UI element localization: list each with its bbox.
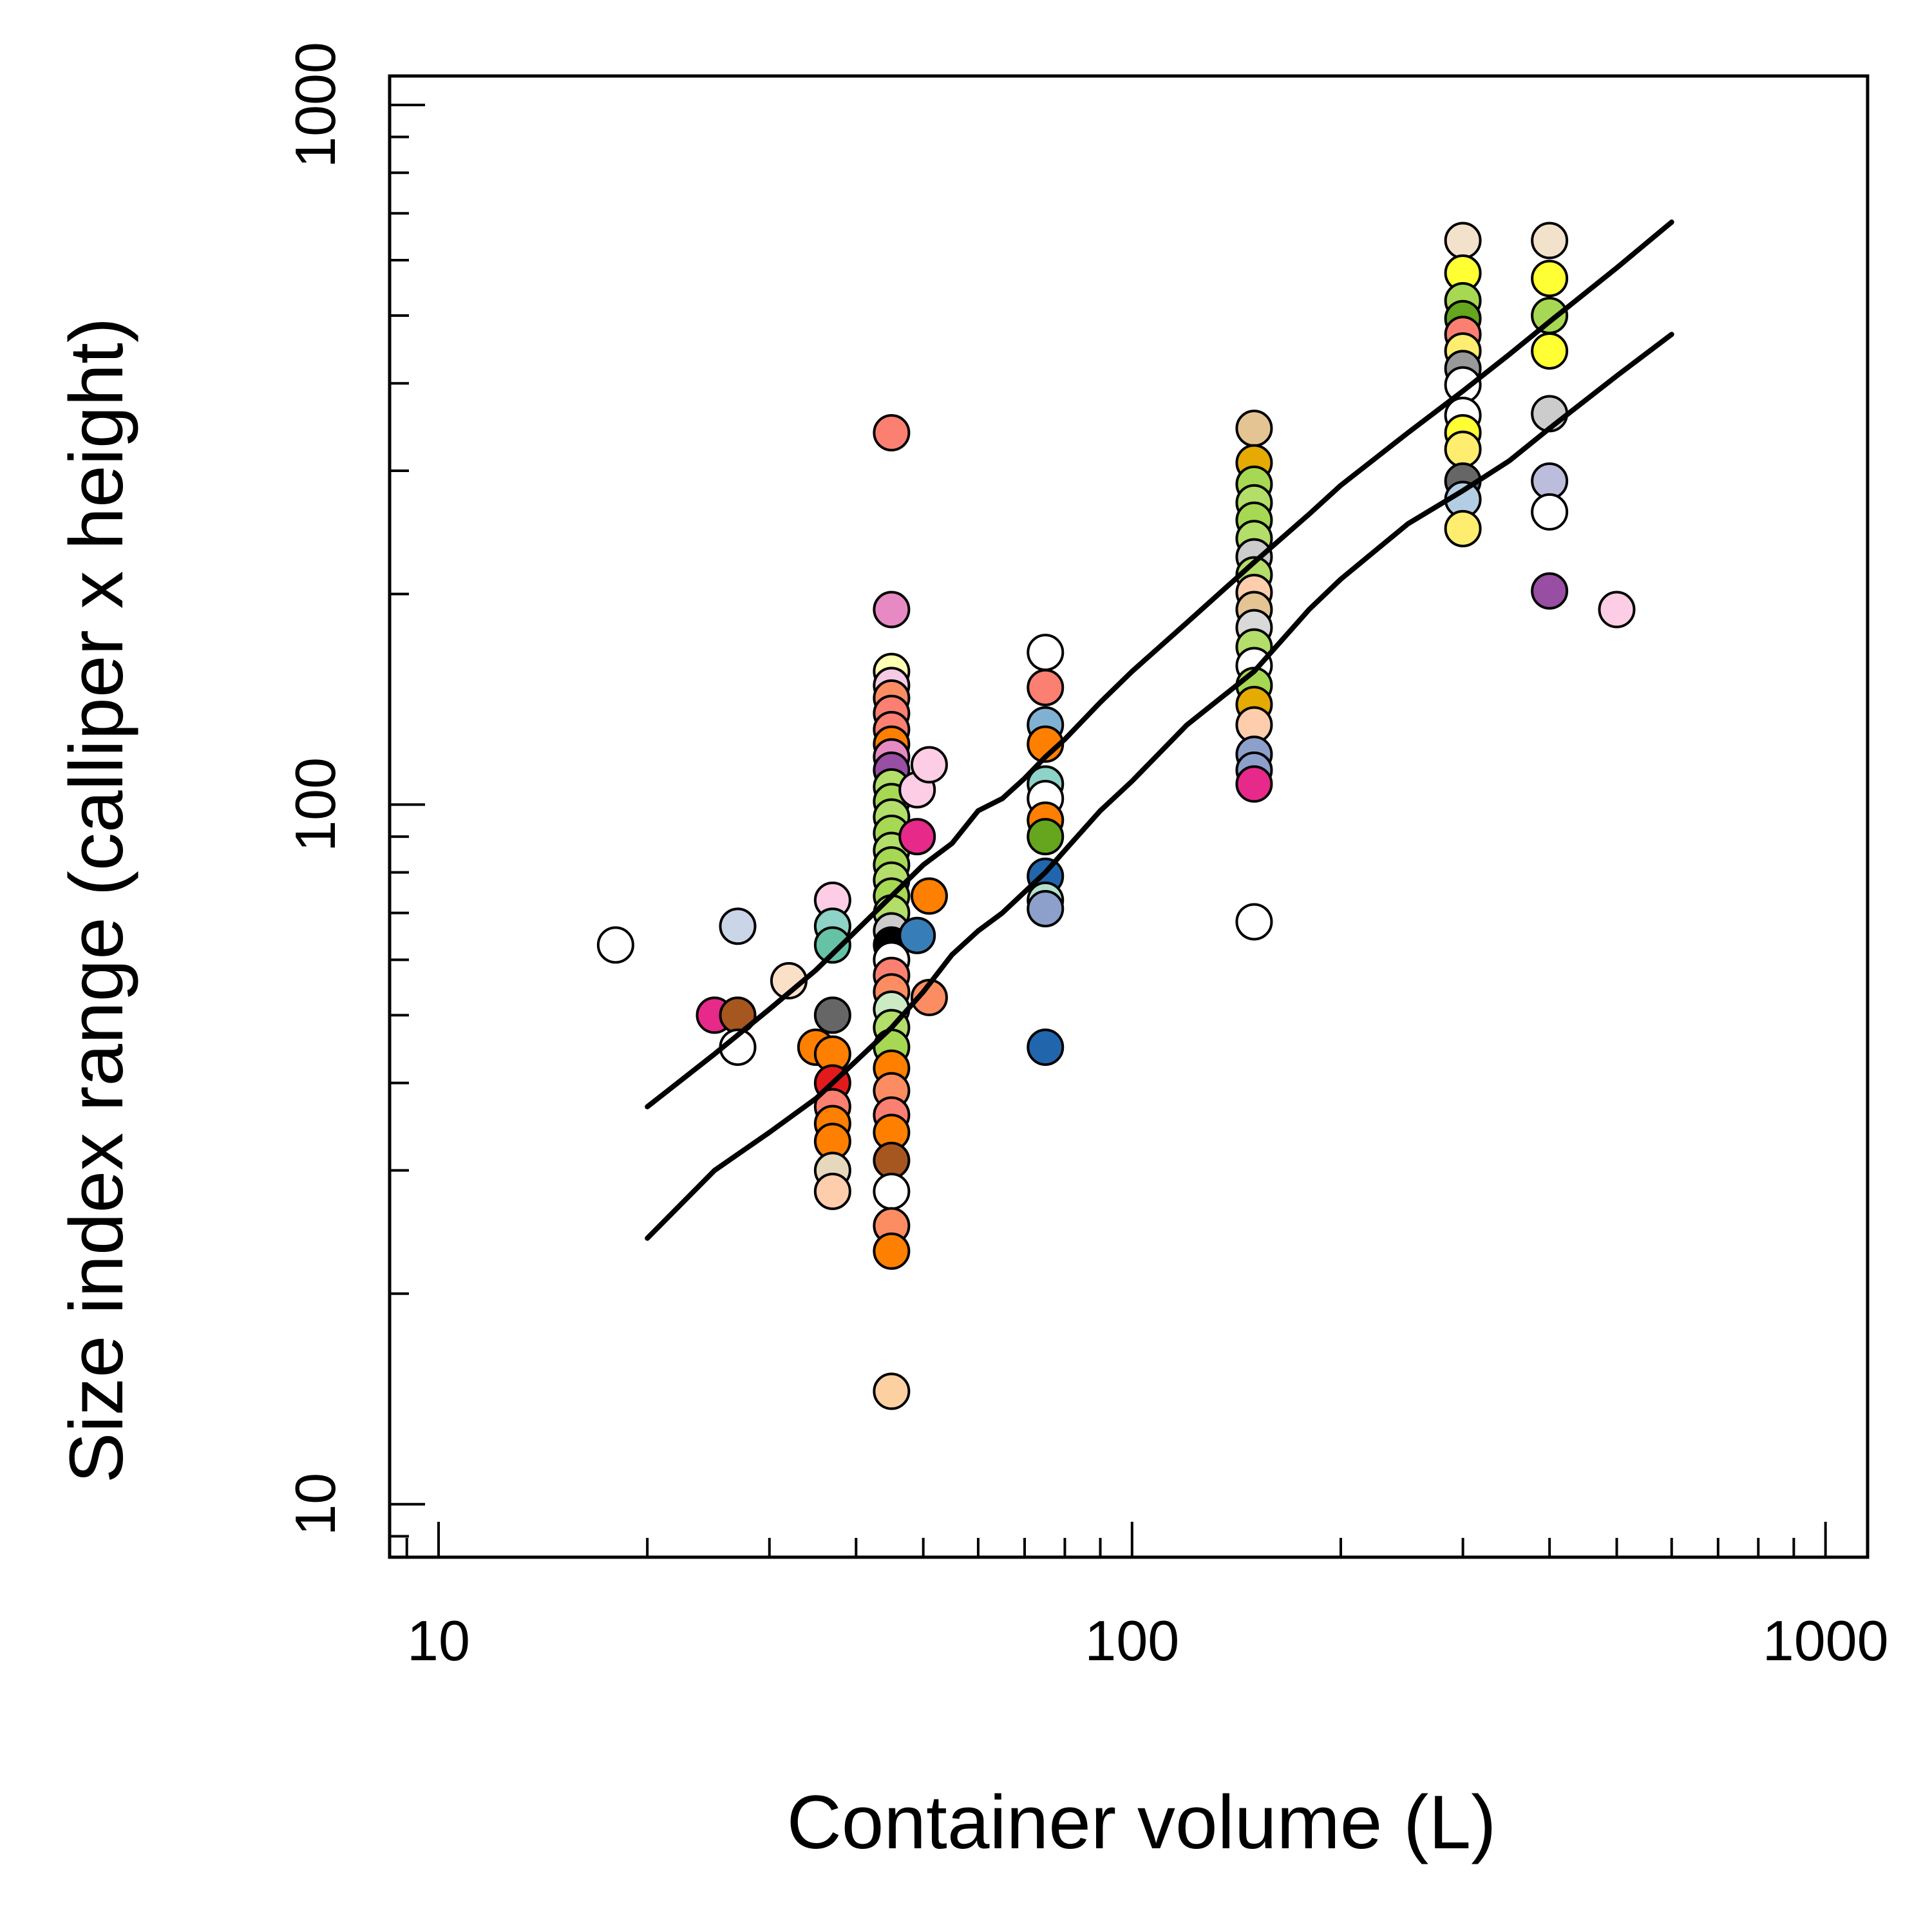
data-point	[1531, 493, 1569, 531]
y-tick-label: 1000	[283, 42, 347, 168]
data-point	[1235, 903, 1273, 941]
data-point	[1531, 260, 1569, 298]
data-point	[1531, 462, 1569, 500]
data-point	[910, 877, 948, 915]
data-point	[873, 1232, 911, 1270]
data-point	[898, 916, 936, 954]
data-point	[1598, 591, 1636, 629]
data-point	[873, 591, 911, 629]
plot-frame	[388, 74, 1870, 1559]
data-point	[1027, 668, 1065, 706]
data-point	[873, 1372, 911, 1410]
lower-trend-line	[645, 332, 1674, 1241]
data-point	[1027, 634, 1065, 672]
data-point	[813, 926, 851, 964]
data-point	[1531, 297, 1569, 335]
data-point	[1027, 889, 1065, 927]
data-point	[813, 996, 851, 1034]
data-point	[1444, 222, 1482, 260]
data-point	[1531, 332, 1569, 370]
data-point	[813, 1172, 851, 1210]
y-tick-label: 100	[283, 757, 347, 852]
data-point	[910, 746, 948, 784]
data-point	[1235, 765, 1273, 803]
data-point	[1027, 1028, 1065, 1066]
data-point	[596, 926, 634, 964]
x-tick-label: 100	[1084, 1609, 1179, 1672]
x-tick-label: 1000	[1763, 1609, 1889, 1672]
data-point	[1531, 222, 1569, 260]
data-point	[1444, 430, 1482, 468]
data-point	[1235, 410, 1273, 448]
data-point	[719, 907, 757, 945]
data-point	[873, 1172, 911, 1210]
upper-trend-line	[645, 219, 1674, 1110]
data-point	[873, 413, 911, 451]
x-axis-title: Container volume (L)	[787, 1780, 1497, 1865]
x-tick-label: 10	[407, 1609, 470, 1672]
data-point	[1444, 509, 1482, 547]
y-tick-label: 10	[283, 1473, 347, 1536]
y-axis-title: Size index range (calliper x height)	[54, 317, 139, 1483]
data-point	[873, 1141, 911, 1179]
data-point	[1027, 818, 1065, 856]
data-point	[898, 818, 936, 856]
data-point	[1531, 572, 1569, 610]
